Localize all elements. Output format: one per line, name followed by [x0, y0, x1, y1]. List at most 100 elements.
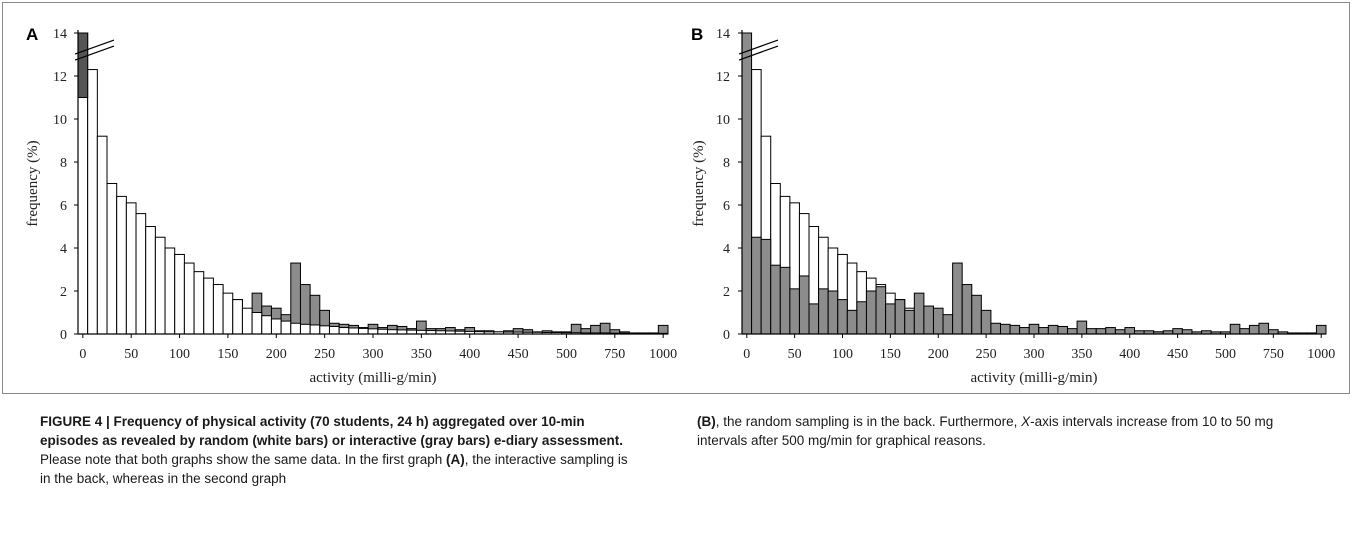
- chart-panel-b: 0 2 4 6 8 10 12 14 0 50 100 150 200 250 300 350 400 450 50…: [691, 25, 1335, 386]
- bar-random: [87, 69, 98, 335]
- bar-random: [164, 247, 176, 335]
- bar-interactive: [961, 284, 973, 335]
- caption-ref-b: (B): [697, 414, 716, 429]
- y-tick-label: 2: [723, 285, 730, 300]
- y-tick-label: 0: [723, 328, 730, 343]
- bar-interactive: [1028, 323, 1040, 335]
- y-tick-label: 6: [60, 199, 67, 214]
- x-tick-label: 350: [1071, 347, 1092, 362]
- bar-random: [367, 328, 379, 335]
- bar-interactive: [913, 292, 925, 335]
- bar-random: [319, 325, 330, 335]
- y-tick-label: 4: [60, 242, 67, 257]
- bar-interactive: [1239, 328, 1250, 335]
- bar-interactive: [1067, 328, 1078, 335]
- bar-random: [222, 292, 234, 335]
- y-axis-title: frequency (%): [691, 140, 707, 226]
- bar-random: [328, 325, 340, 335]
- bar-interactive: [760, 238, 772, 335]
- bar-interactive: [808, 303, 820, 335]
- caption-ref-a: (A): [446, 452, 465, 467]
- caption-text-1: Please note that both graphs show the sa…: [40, 452, 447, 467]
- x-axis-title: activity (milli-g/min): [309, 370, 436, 386]
- panel-label: A: [26, 25, 38, 44]
- y-tick-label: 12: [716, 70, 730, 85]
- y-tick-label: 8: [723, 156, 730, 171]
- y-tick-label: 14: [53, 27, 67, 42]
- bar-random: [348, 327, 359, 335]
- bar-random: [183, 262, 195, 335]
- x-tick-label: 450: [508, 347, 529, 362]
- bar-interactive: [1315, 324, 1327, 335]
- bar-random: [116, 195, 127, 335]
- figure-frame: [2, 2, 1350, 394]
- bar-random: [135, 213, 147, 335]
- bar-interactive: [770, 264, 781, 335]
- bar-interactive: [1057, 325, 1069, 335]
- bar-random: [290, 322, 301, 335]
- bar-interactive: [865, 290, 877, 335]
- x-tick-label: 250: [314, 347, 335, 362]
- caption-x-italic: X: [1021, 414, 1031, 429]
- bar-interactive: [971, 294, 982, 335]
- x-tick-label: 0: [79, 347, 86, 362]
- caption-text-4: -axis intervals increase from 10 to 50 m…: [697, 414, 1274, 448]
- bar-interactive: [952, 262, 963, 335]
- bar-random: [387, 329, 398, 335]
- x-tick-label: 1000: [649, 347, 677, 362]
- bar-interactive: [827, 290, 839, 335]
- x-tick-label: 400: [459, 347, 480, 362]
- bar-interactive: [1268, 329, 1279, 335]
- bar-random: [96, 135, 108, 335]
- bar-interactive: [837, 299, 848, 335]
- bar-interactive: [1047, 324, 1059, 335]
- x-tick-label: 450: [1167, 347, 1188, 362]
- x-tick-label: 250: [976, 347, 997, 362]
- bar-random: [203, 277, 214, 335]
- x-tick-label: 150: [217, 347, 238, 362]
- x-tick-label: 750: [1263, 347, 1284, 362]
- y-tick-label: 8: [60, 156, 67, 171]
- bar-random: [251, 312, 263, 335]
- bar-interactive: [990, 322, 1001, 335]
- bar-interactive: [818, 288, 829, 335]
- bar-interactive: [1009, 324, 1021, 335]
- panel-label: B: [691, 25, 703, 44]
- bar-random: [212, 284, 224, 335]
- bar-random: [270, 318, 282, 335]
- y-tick-label: 12: [53, 70, 67, 85]
- bar-random: [396, 329, 408, 335]
- caption-figure-label: FIGURE 4 | Frequency of physical activit…: [40, 414, 623, 448]
- bar-interactive: [1258, 322, 1270, 335]
- caption-left: FIGURE 4 | Frequency of physical activit…: [40, 412, 630, 488]
- bar-interactive: [942, 314, 954, 335]
- bar-interactive: [894, 299, 906, 335]
- bar-random: [357, 327, 369, 335]
- y-tick-label: 4: [723, 242, 730, 257]
- bar-interactive: [904, 309, 915, 335]
- bar-interactive: [999, 323, 1011, 335]
- x-tick-label: 500: [1215, 347, 1236, 362]
- bar-random: [261, 315, 272, 335]
- x-tick-label: 0: [743, 347, 750, 362]
- y-tick-label: 10: [716, 113, 730, 128]
- x-tick-label: 300: [363, 347, 384, 362]
- bar-interactive: [1181, 329, 1193, 335]
- bar-interactive: [1095, 328, 1107, 335]
- bar-interactive: [1076, 320, 1088, 335]
- x-tick-label: 1000: [1307, 347, 1335, 362]
- bar-interactive: [798, 275, 810, 335]
- bar-random: [193, 271, 205, 335]
- x-tick-label: 500: [556, 347, 577, 362]
- bar-interactive: [741, 32, 753, 335]
- bar-random: [145, 226, 156, 335]
- bar-interactive: [846, 309, 858, 335]
- bar-interactive: [599, 322, 611, 335]
- y-tick-label: 2: [60, 285, 67, 300]
- bar-interactive: [751, 236, 762, 335]
- bar-interactive: [1229, 323, 1241, 335]
- bar-interactive: [1086, 328, 1097, 335]
- bar-interactive-top: [77, 32, 89, 98]
- bar-interactive: [1124, 327, 1136, 335]
